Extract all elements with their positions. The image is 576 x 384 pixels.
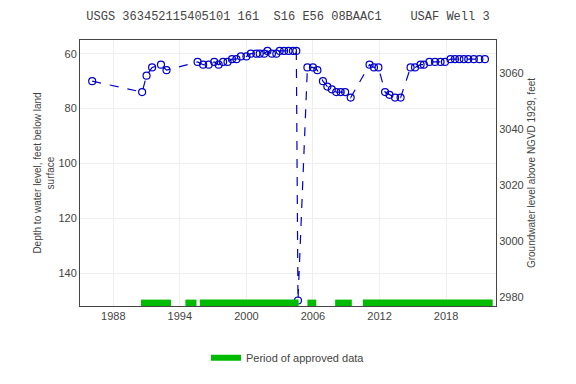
svg-text:3060: 3060 (499, 67, 523, 79)
svg-text:80: 80 (65, 102, 77, 114)
svg-text:3000: 3000 (499, 235, 523, 247)
svg-text:1994: 1994 (168, 310, 192, 322)
svg-text:Period of approved data: Period of approved data (246, 352, 364, 364)
svg-text:Depth to water level, feet bel: Depth to water level, feet below landsur… (32, 92, 56, 253)
svg-text:3040: 3040 (499, 123, 523, 135)
svg-text:2012: 2012 (367, 310, 391, 322)
svg-text:2000: 2000 (234, 310, 258, 322)
svg-text:2006: 2006 (301, 310, 325, 322)
svg-text:1988: 1988 (101, 310, 125, 322)
svg-text:USGS 363452115405101 161 S16: USGS 363452115405101 161 S16 E56 08BAAC1… (86, 10, 489, 24)
svg-text:2980: 2980 (499, 291, 523, 303)
svg-text:100: 100 (58, 157, 76, 169)
svg-text:120: 120 (58, 212, 76, 224)
svg-text:140: 140 (58, 267, 76, 279)
svg-text:2018: 2018 (434, 310, 458, 322)
svg-text:Groundwater level above NGVD 1: Groundwater level above NGVD 1929, feet (526, 78, 537, 268)
svg-text:60: 60 (65, 48, 77, 60)
svg-text:3020: 3020 (499, 179, 523, 191)
